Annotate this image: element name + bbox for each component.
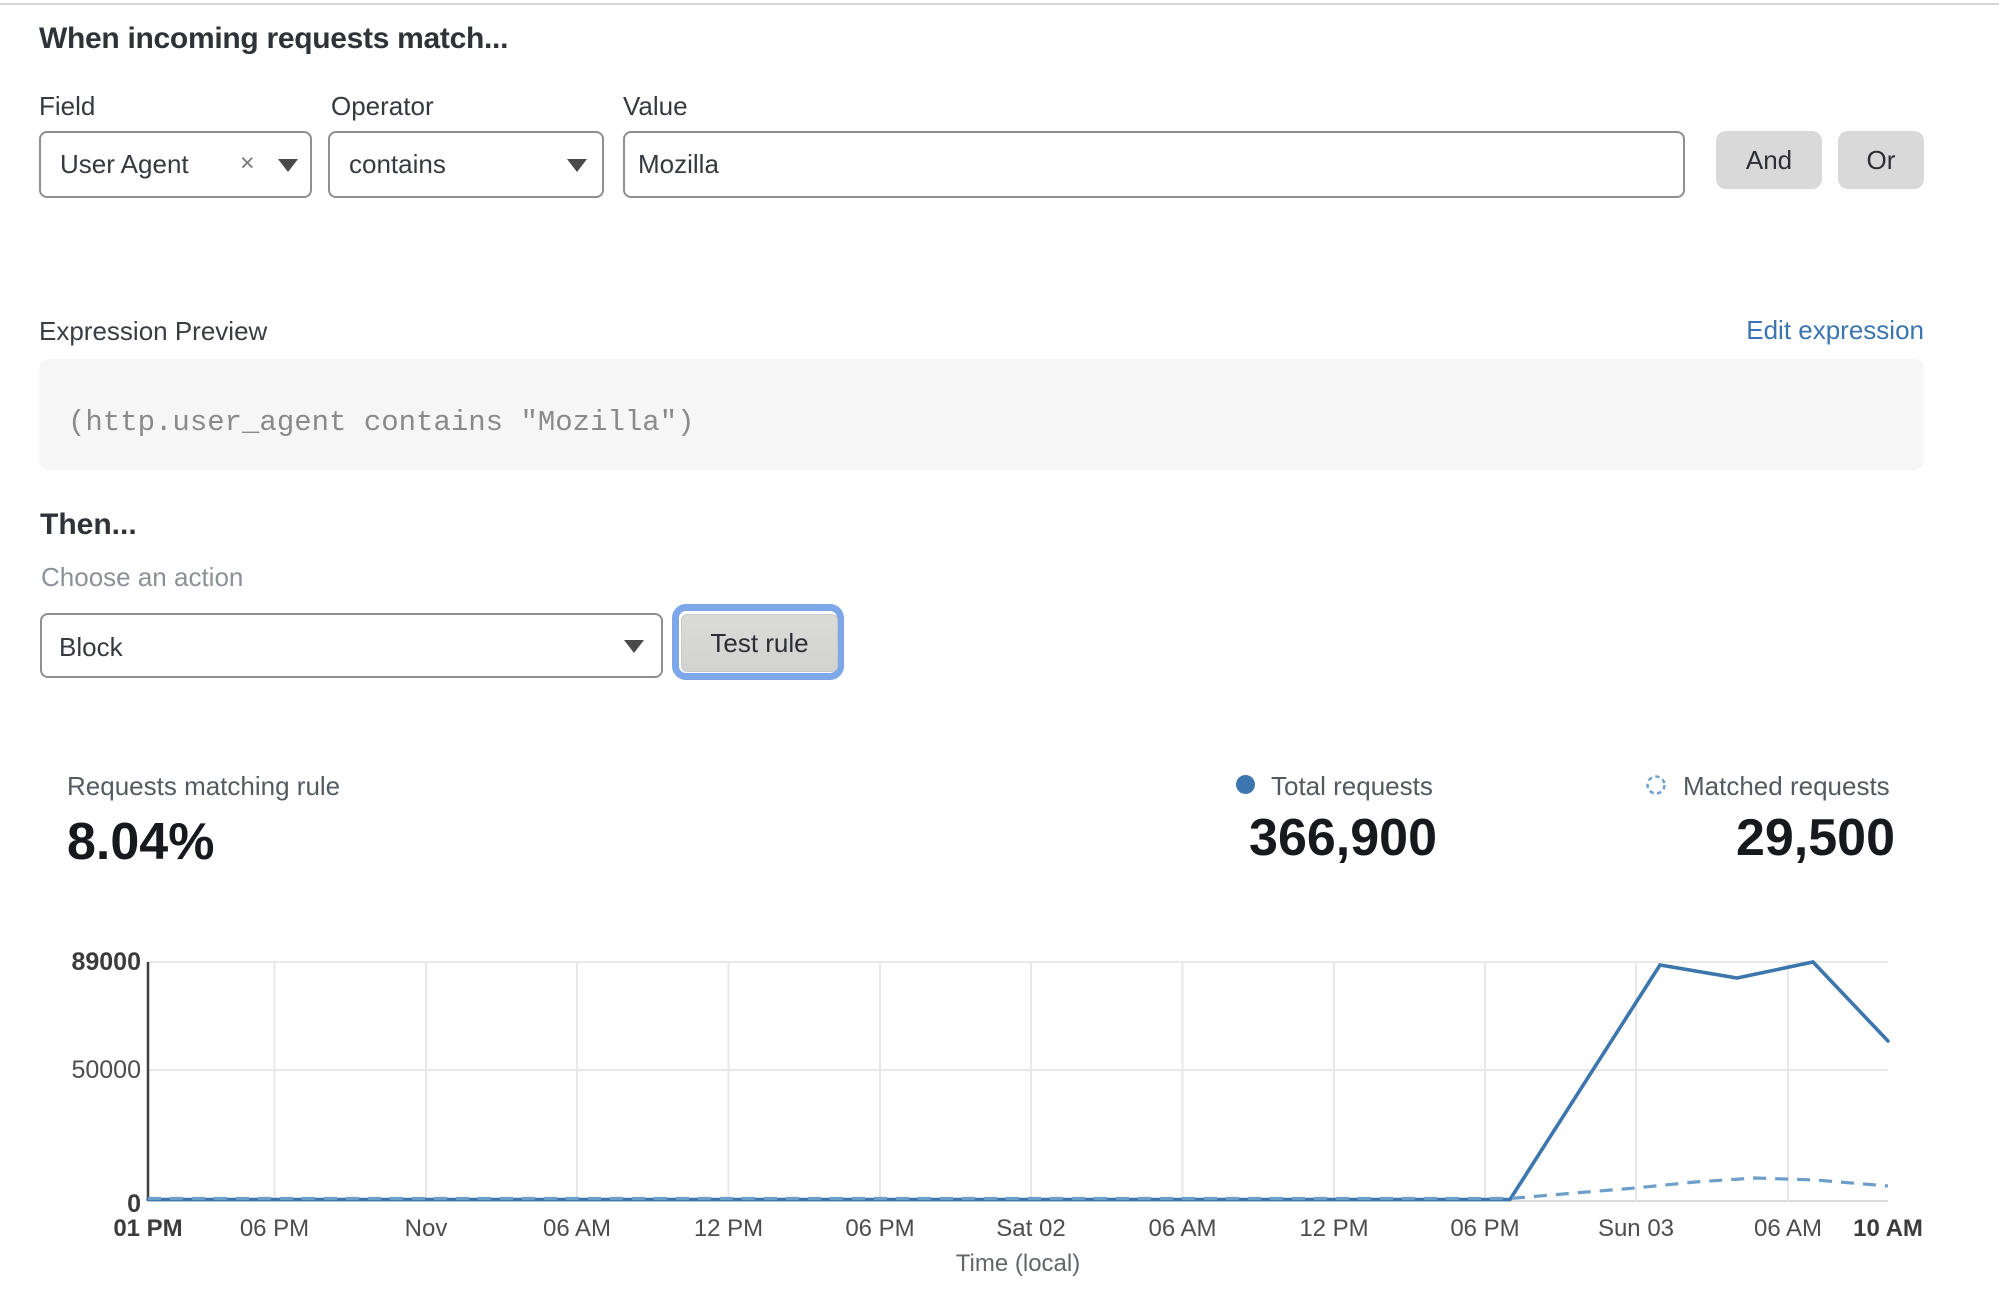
svg-text:06 AM: 06 AM: [543, 1215, 611, 1242]
svg-text:Time (local): Time (local): [956, 1250, 1080, 1277]
svg-text:12 PM: 12 PM: [694, 1215, 763, 1242]
svg-text:06 PM: 06 PM: [1450, 1215, 1519, 1242]
svg-text:10 AM: 10 AM: [1853, 1215, 1923, 1242]
svg-text:12 PM: 12 PM: [1299, 1215, 1368, 1242]
svg-text:89000: 89000: [71, 948, 141, 976]
svg-text:01 PM: 01 PM: [113, 1215, 182, 1242]
svg-text:Sun 03: Sun 03: [1598, 1215, 1674, 1242]
svg-text:06 PM: 06 PM: [240, 1215, 309, 1242]
svg-text:06 PM: 06 PM: [845, 1215, 914, 1242]
svg-text:Sat 02: Sat 02: [996, 1215, 1065, 1242]
svg-text:0: 0: [127, 1190, 141, 1218]
svg-text:06 AM: 06 AM: [1148, 1215, 1216, 1242]
svg-text:50000: 50000: [71, 1056, 141, 1084]
svg-text:Nov: Nov: [405, 1215, 448, 1242]
svg-text:06 AM: 06 AM: [1754, 1215, 1822, 1242]
